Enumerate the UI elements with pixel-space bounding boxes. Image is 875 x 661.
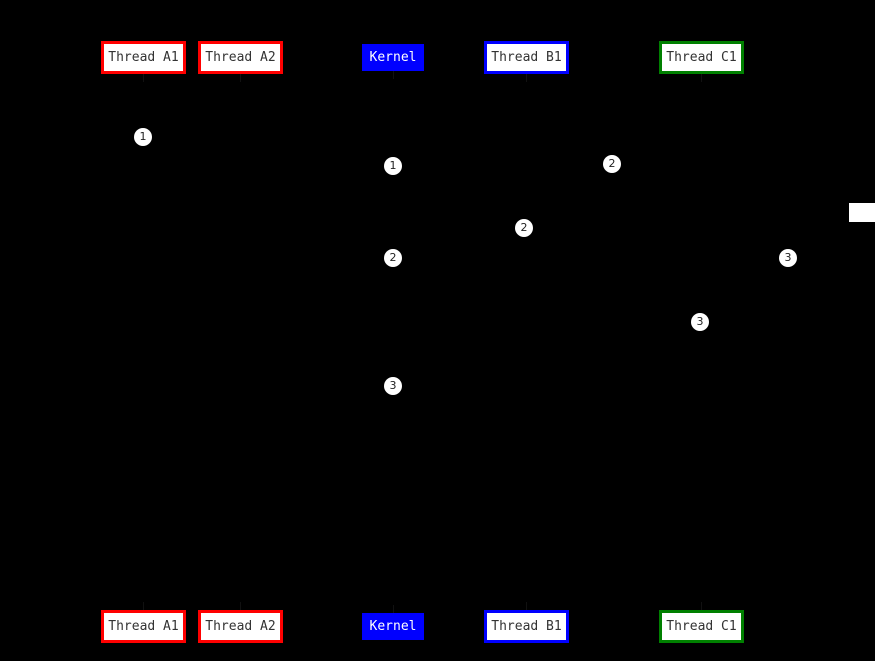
edge-note-clipped xyxy=(849,203,875,222)
lifeline-kernel-stub-top xyxy=(393,71,394,79)
participant-thread-a2-end[interactable]: Thread A2 xyxy=(198,610,283,643)
participant-label: Kernel xyxy=(369,50,417,65)
lifeline-thread-a1 xyxy=(143,74,144,610)
participant-label: Thread B1 xyxy=(491,50,562,65)
participant-label: Thread A1 xyxy=(108,619,179,634)
participant-thread-c1[interactable]: Thread C1 xyxy=(659,41,744,74)
lifeline-thread-a1-stub-bottom xyxy=(143,602,144,610)
step-marker: 1 xyxy=(134,128,152,146)
lifeline-thread-c1-stub-bottom xyxy=(701,602,702,610)
lifeline-kernel xyxy=(393,71,394,613)
participant-kernel-end[interactable]: Kernel xyxy=(362,613,424,640)
step-marker: 3 xyxy=(691,313,709,331)
step-marker: 3 xyxy=(384,377,402,395)
participant-kernel[interactable]: Kernel xyxy=(362,44,424,71)
lifeline-thread-b1-stub-top xyxy=(526,74,527,82)
participant-label: Thread B1 xyxy=(491,619,562,634)
participant-label: Thread C1 xyxy=(666,50,737,65)
lifeline-thread-b1-stub-bottom xyxy=(526,602,527,610)
participant-thread-a2[interactable]: Thread A2 xyxy=(198,41,283,74)
lifeline-thread-a2-stub-bottom xyxy=(240,602,241,610)
participant-thread-c1-end[interactable]: Thread C1 xyxy=(659,610,744,643)
participant-thread-a1[interactable]: Thread A1 xyxy=(101,41,186,74)
lifeline-thread-a2 xyxy=(240,74,241,610)
participant-label: Thread A1 xyxy=(108,50,179,65)
lifeline-thread-b1 xyxy=(526,74,527,610)
step-marker: 3 xyxy=(779,249,797,267)
lifeline-thread-c1-stub-top xyxy=(701,74,702,82)
participant-thread-a1-end[interactable]: Thread A1 xyxy=(101,610,186,643)
lifeline-kernel-stub-bottom xyxy=(393,605,394,613)
step-marker: 2 xyxy=(603,155,621,173)
step-marker: 2 xyxy=(384,249,402,267)
lifeline-thread-c1 xyxy=(701,74,702,610)
participant-thread-b1-end[interactable]: Thread B1 xyxy=(484,610,569,643)
lifeline-thread-a2-stub-top xyxy=(240,74,241,82)
participant-thread-b1[interactable]: Thread B1 xyxy=(484,41,569,74)
participant-label: Thread A2 xyxy=(205,619,276,634)
participant-label: Kernel xyxy=(369,619,417,634)
step-marker: 2 xyxy=(515,219,533,237)
participant-label: Thread A2 xyxy=(205,50,276,65)
participant-label: Thread C1 xyxy=(666,619,737,634)
lifeline-thread-a1-stub-top xyxy=(143,74,144,82)
step-marker: 1 xyxy=(384,157,402,175)
